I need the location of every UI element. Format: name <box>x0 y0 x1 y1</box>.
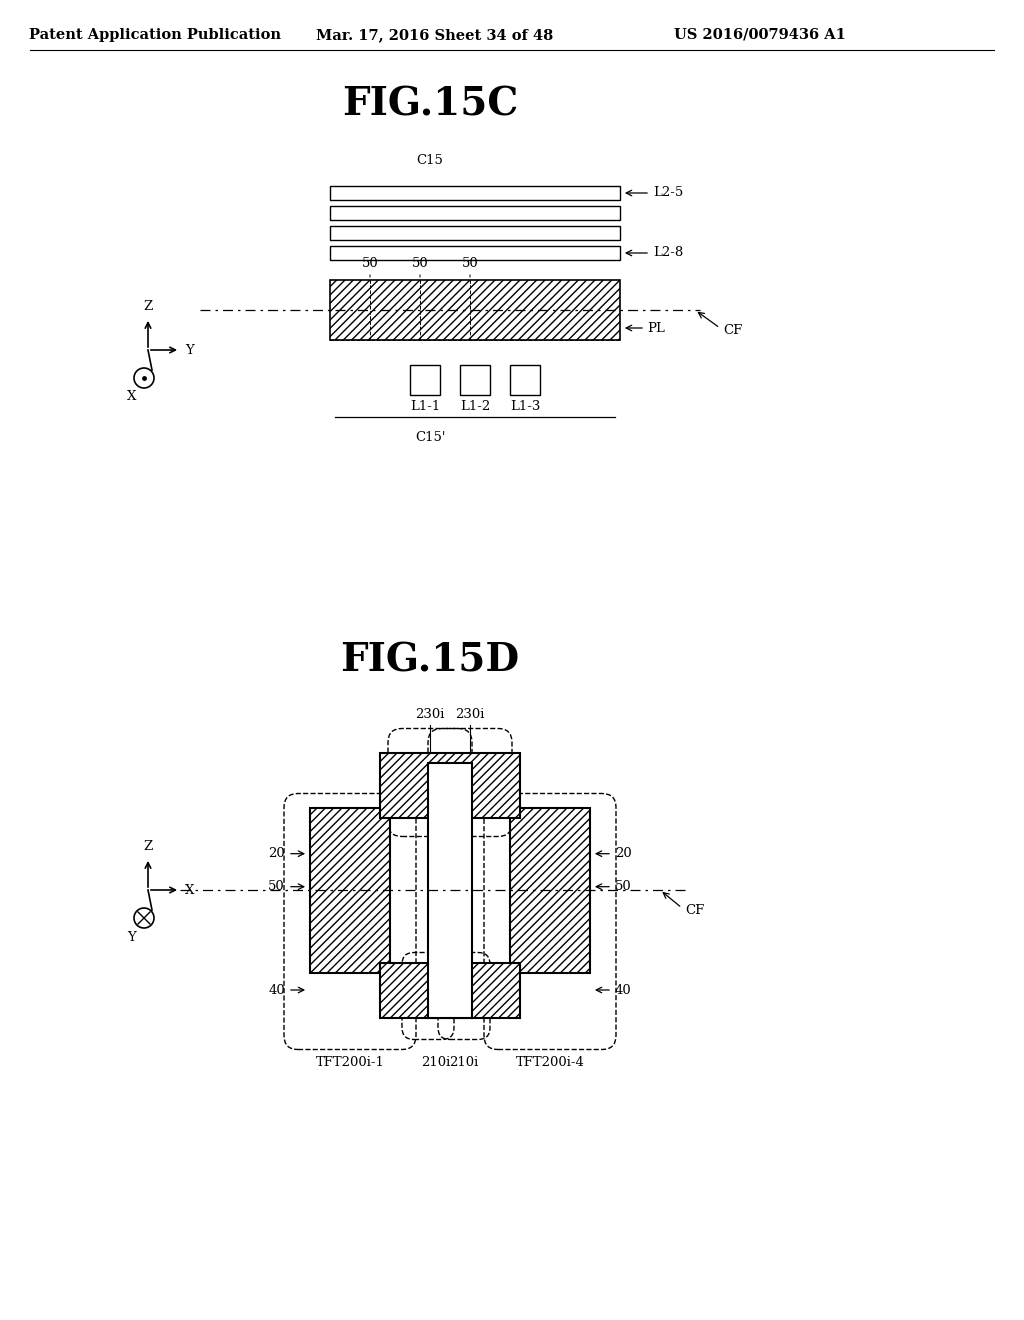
Text: 40: 40 <box>615 983 632 997</box>
Text: 230i: 230i <box>456 708 484 721</box>
Text: 20: 20 <box>268 847 285 861</box>
Text: C15': C15' <box>415 432 445 444</box>
Text: Y: Y <box>128 931 136 944</box>
Text: Z: Z <box>143 840 153 853</box>
Text: CF: CF <box>723 323 742 337</box>
Bar <box>330 186 620 201</box>
Text: Z: Z <box>143 300 153 313</box>
Bar <box>330 246 620 260</box>
Bar <box>330 206 620 220</box>
Text: L2-8: L2-8 <box>653 247 683 260</box>
Text: 20: 20 <box>615 847 632 861</box>
Bar <box>510 808 590 973</box>
Bar <box>380 752 520 817</box>
Circle shape <box>134 908 154 928</box>
Bar <box>330 226 620 240</box>
Circle shape <box>134 368 154 388</box>
Text: US 2016/0079436 A1: US 2016/0079436 A1 <box>674 28 846 42</box>
Text: 230i: 230i <box>416 708 444 721</box>
Text: L1-3: L1-3 <box>510 400 541 413</box>
Bar <box>310 808 390 973</box>
Text: 210i: 210i <box>421 1056 451 1068</box>
Text: PL: PL <box>647 322 665 334</box>
Bar <box>380 962 520 1018</box>
Text: Mar. 17, 2016 Sheet 34 of 48: Mar. 17, 2016 Sheet 34 of 48 <box>316 28 554 42</box>
Bar <box>428 763 472 1018</box>
Text: L1-1: L1-1 <box>410 400 440 413</box>
Text: Patent Application Publication: Patent Application Publication <box>29 28 281 42</box>
Text: 40: 40 <box>268 983 285 997</box>
Text: 50: 50 <box>412 257 428 271</box>
Text: C15: C15 <box>417 153 443 166</box>
Text: Y: Y <box>185 343 194 356</box>
Text: 50: 50 <box>462 257 478 271</box>
Text: L2-5: L2-5 <box>653 186 683 199</box>
Text: L1-2: L1-2 <box>460 400 490 413</box>
Bar <box>410 366 440 395</box>
Text: FIG.15C: FIG.15C <box>342 86 518 124</box>
Text: TFT200i-4: TFT200i-4 <box>515 1056 585 1068</box>
Text: FIG.15D: FIG.15D <box>340 642 519 678</box>
Text: 210i: 210i <box>450 1056 478 1068</box>
Bar <box>510 366 540 395</box>
Text: 50: 50 <box>268 880 285 894</box>
Text: CF: CF <box>685 903 705 916</box>
Bar <box>330 280 620 341</box>
Bar <box>460 366 490 395</box>
Text: 50: 50 <box>361 257 379 271</box>
Text: X: X <box>185 883 195 896</box>
Text: 50: 50 <box>615 880 632 894</box>
Text: X: X <box>127 389 136 403</box>
Text: TFT200i-1: TFT200i-1 <box>315 1056 384 1068</box>
